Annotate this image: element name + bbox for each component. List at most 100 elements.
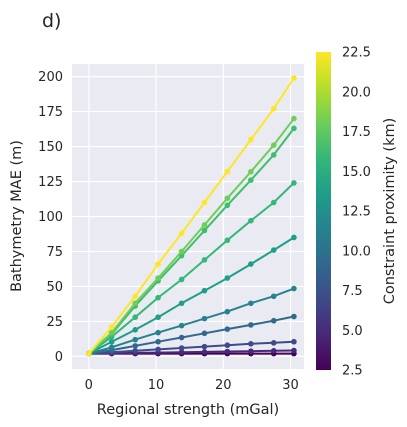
series-22.5km [86, 75, 297, 357]
data-point [291, 313, 297, 320]
data-point [108, 329, 115, 336]
data-point [248, 177, 254, 183]
data-point [155, 314, 161, 321]
data-point [178, 248, 185, 255]
x-tick-label: 10 [148, 378, 165, 393]
y-tick-label: 100 [38, 210, 63, 225]
y-tick-label: 0 [55, 350, 63, 365]
data-point [155, 275, 161, 281]
data-point [201, 349, 208, 355]
data-point [248, 136, 254, 143]
data-point [248, 348, 254, 355]
y-tick-label: 200 [38, 70, 63, 85]
data-point [224, 275, 231, 281]
series-20km [86, 115, 297, 357]
data-point [178, 276, 185, 283]
data-point [201, 330, 208, 337]
colorbar-tick-label: 2.5 [342, 364, 363, 379]
series-line [88, 349, 294, 355]
data-point [132, 327, 139, 333]
colorbar [316, 52, 331, 370]
series-line [88, 127, 295, 355]
data-point [155, 329, 161, 336]
colorbar-tick-label: 10.0 [342, 244, 371, 259]
data-point [270, 142, 277, 148]
series-15km [86, 234, 297, 357]
data-point [291, 180, 297, 186]
data-point [224, 342, 231, 349]
data-point [291, 125, 297, 132]
y-tick-label: 25 [46, 315, 63, 330]
data-point [132, 343, 139, 349]
series-7.5km [86, 338, 297, 357]
data-point [178, 345, 185, 351]
colorbar-tick-label: 12.5 [342, 205, 371, 220]
data-point [224, 348, 231, 355]
colorbar-tick-label: 17.5 [342, 125, 371, 140]
data-point [155, 294, 161, 301]
data-point [108, 324, 115, 330]
data-point [270, 348, 277, 354]
data-point [201, 343, 208, 350]
data-point [248, 168, 254, 175]
data-point [291, 115, 297, 122]
data-point [86, 350, 92, 357]
data-point [270, 247, 277, 253]
data-point [270, 293, 277, 300]
data-point [270, 317, 277, 324]
data-point [270, 152, 277, 158]
data-point [201, 287, 208, 294]
colorbar-tick-label: 5.0 [342, 324, 363, 339]
x-axis-label: Regional strength (mGal) [97, 402, 279, 418]
data-point [224, 237, 231, 244]
series-line [88, 287, 295, 355]
data-point [178, 334, 185, 341]
data-point [248, 322, 254, 328]
colorbar-label: Constraint proximity (km) [382, 118, 398, 305]
data-point [248, 300, 254, 307]
data-point [248, 261, 254, 267]
series-line [88, 315, 295, 355]
panel-label: d) [42, 10, 61, 32]
data-point [132, 336, 139, 343]
y-tick-label: 75 [46, 245, 63, 260]
data-point [155, 346, 161, 353]
data-point [224, 308, 231, 315]
data-point [248, 217, 254, 224]
data-point [178, 230, 185, 237]
colorbar-tick-label: 15.0 [342, 165, 371, 180]
series-line [88, 77, 295, 355]
data-point [178, 349, 185, 356]
colorbar-tick-label: 7.5 [342, 284, 363, 299]
y-tick-label: 175 [38, 105, 63, 120]
data-point [201, 315, 208, 322]
data-point [291, 347, 297, 354]
data-point [270, 340, 277, 346]
data-point [132, 314, 139, 321]
y-tick-label: 50 [46, 280, 63, 295]
data-point [224, 168, 231, 175]
data-point [270, 199, 277, 206]
colorbar-tick-label: 20.0 [342, 85, 371, 100]
y-tick-label: 125 [38, 175, 63, 190]
data-point [291, 75, 297, 81]
series-line [88, 236, 295, 355]
colorbar-tick-labels: 2.5 5.0 7.5 10.0 12.5 15.0 17.5 20.0 22.5 [342, 46, 371, 379]
data-point [270, 105, 277, 112]
data-point [178, 322, 185, 329]
data-point [248, 341, 254, 347]
data-point [201, 227, 208, 234]
series-line [88, 182, 295, 355]
series-line [88, 117, 295, 355]
data-point [108, 338, 115, 345]
data-point [178, 300, 185, 307]
grid-lines [72, 64, 304, 369]
data-point [224, 202, 231, 209]
colorbar-tick-label: 22.5 [342, 46, 371, 61]
data-point [201, 257, 208, 263]
x-tick-label: 20 [215, 378, 232, 393]
series-line [88, 340, 294, 355]
data-point [291, 285, 297, 292]
series-12.5km [86, 285, 297, 357]
